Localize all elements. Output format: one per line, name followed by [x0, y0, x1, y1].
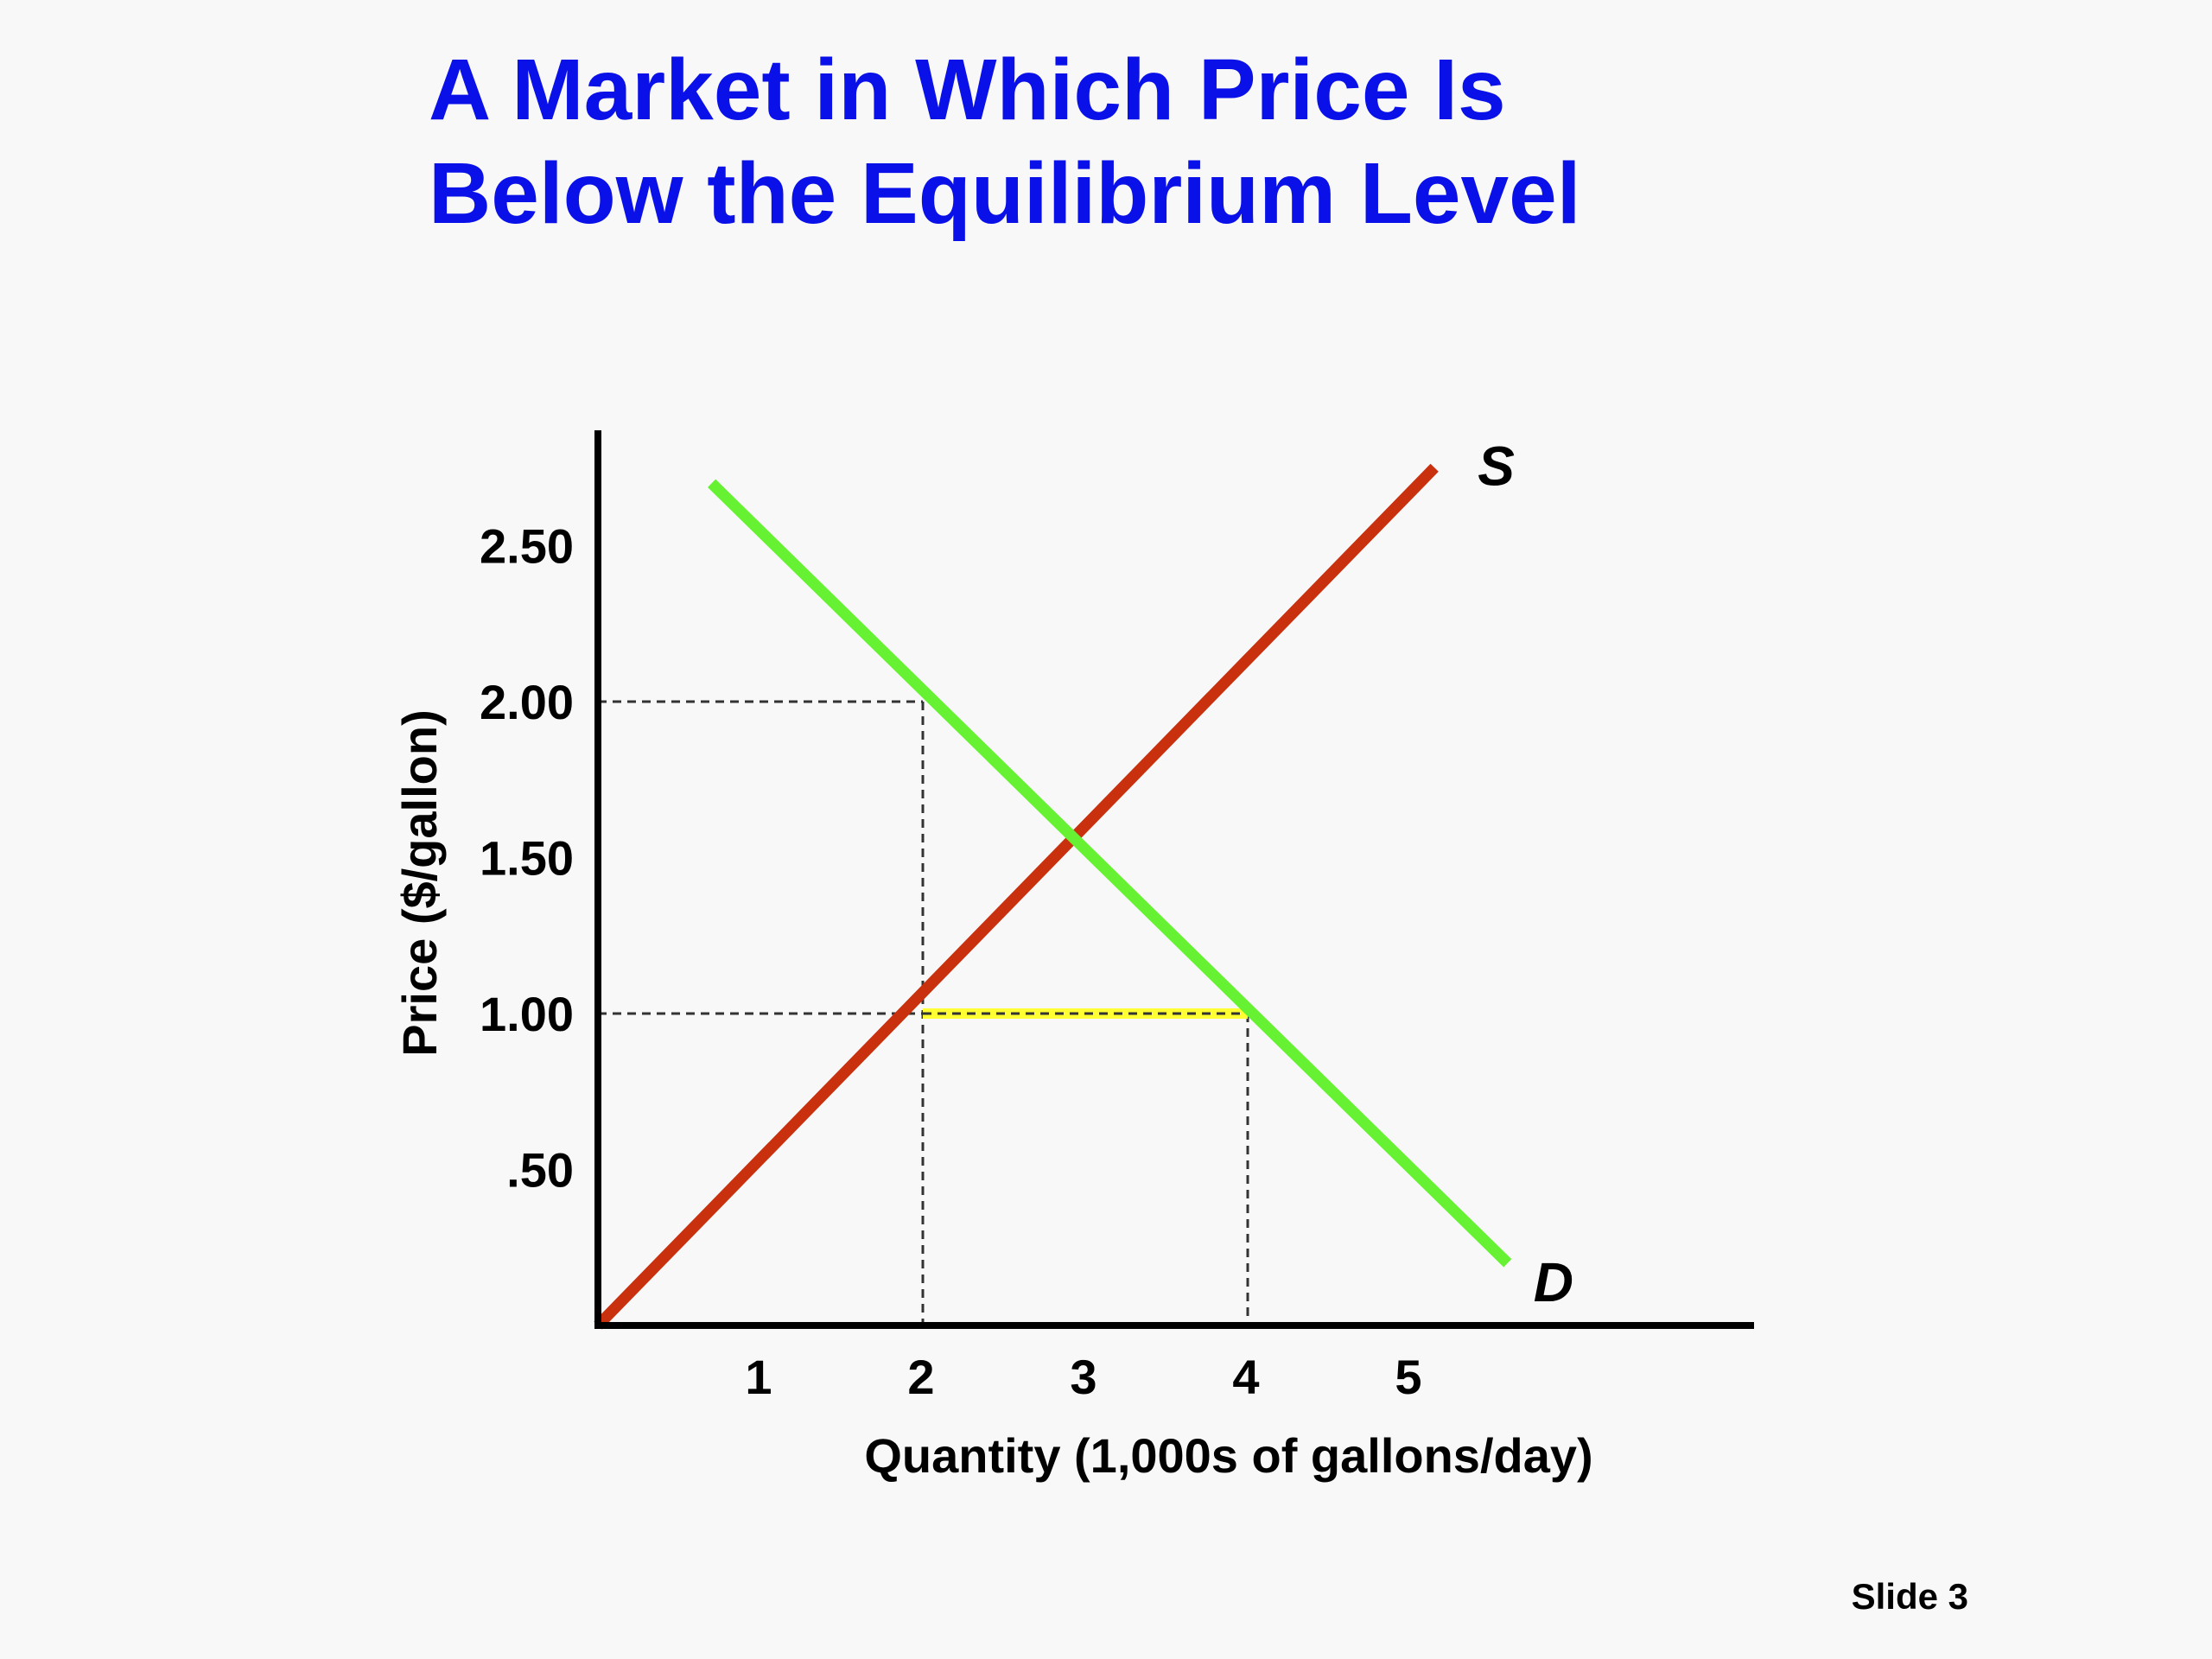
curve-labels: SD [1478, 435, 1573, 1313]
y-tick-label: 1.00 [480, 987, 574, 1041]
supply-label: S [1478, 435, 1515, 497]
curves [594, 463, 1512, 1330]
title-line-2: Below the Equilibrium Level [429, 145, 1581, 242]
slide-number: Slide 3 [1851, 1576, 1968, 1617]
slide-title: A Market in Which Price Is Below the Equ… [429, 38, 1581, 245]
supply-curve [594, 463, 1439, 1330]
x-tick-labels: 1 2 3 4 5 [745, 1350, 1421, 1404]
demand-label: D [1534, 1251, 1573, 1313]
y-tick-label: 2.00 [480, 675, 574, 729]
x-tick-label: 4 [1232, 1350, 1259, 1404]
x-tick-label: 2 [907, 1350, 934, 1404]
y-tick-label: .50 [506, 1143, 574, 1198]
y-tick-label: 1.50 [480, 831, 574, 886]
y-tick-label: 2.50 [480, 519, 574, 574]
demand-curve [708, 479, 1512, 1268]
x-axis-label: Quantity (1,000s of gallons/day) [864, 1428, 1592, 1483]
x-tick-label: 5 [1395, 1350, 1421, 1404]
axes [594, 430, 1754, 1329]
y-tick-labels: .50 1.00 1.50 2.00 2.50 [480, 519, 574, 1198]
x-tick-label: 1 [745, 1350, 772, 1404]
x-tick-label: 3 [1070, 1350, 1096, 1404]
y-axis-label: Price ($/gallon) [392, 709, 447, 1056]
title-line-1: A Market in Which Price Is [429, 41, 1506, 138]
